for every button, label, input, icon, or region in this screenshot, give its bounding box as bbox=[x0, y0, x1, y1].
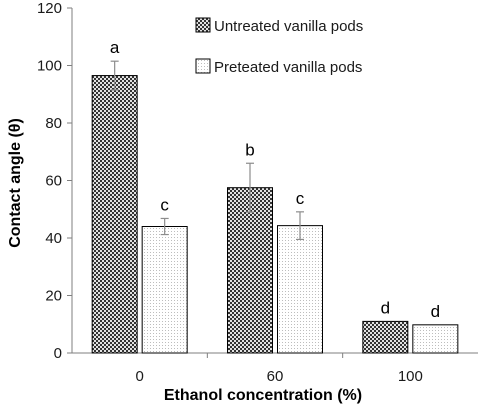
legend-label-pretreated: Preteated vanilla pods bbox=[214, 59, 362, 76]
bar-untreated-0 bbox=[91, 75, 138, 354]
x-axis-title: Ethanol concentration (%) bbox=[164, 387, 362, 404]
y-tick-label: 20 bbox=[45, 288, 62, 305]
bar-pretreated-0 bbox=[141, 226, 188, 354]
significance-label: d bbox=[381, 298, 390, 317]
bar-pretreated-100 bbox=[412, 324, 459, 354]
bar-pretreated-60 bbox=[277, 225, 323, 354]
error-bar bbox=[160, 217, 169, 236]
y-axis-title: Contact angle (θ) bbox=[7, 118, 24, 248]
y-tick-label: 0 bbox=[54, 345, 62, 362]
legend-swatch-pretreated bbox=[195, 58, 211, 74]
bar-untreated-100 bbox=[362, 320, 409, 354]
legend: Untreated vanilla pods Preteated vanilla… bbox=[195, 17, 363, 76]
y-axis-ticks: 0 20 40 60 80 100 120 bbox=[37, 0, 72, 362]
x-axis-ticks: 0 60 100 bbox=[135, 353, 423, 385]
bars: a c b c d d bbox=[91, 38, 459, 354]
legend-swatch-untreated bbox=[195, 17, 211, 33]
x-tick-label: 60 bbox=[267, 368, 284, 385]
significance-label: d bbox=[431, 302, 440, 321]
significance-label: b bbox=[245, 140, 254, 159]
y-tick-label: 120 bbox=[37, 0, 62, 17]
legend-label-untreated: Untreated vanilla pods bbox=[214, 18, 363, 35]
significance-label: a bbox=[110, 38, 120, 57]
y-tick-label: 60 bbox=[45, 173, 62, 190]
significance-label: c bbox=[296, 189, 305, 208]
significance-label: c bbox=[160, 195, 169, 214]
y-tick-label: 100 bbox=[37, 58, 62, 75]
y-tick-label: 40 bbox=[45, 230, 62, 247]
y-tick-label: 80 bbox=[45, 115, 62, 132]
error-bar bbox=[296, 211, 304, 241]
x-tick-label: 0 bbox=[135, 368, 143, 385]
error-bar bbox=[110, 60, 119, 91]
bar-untreated-60 bbox=[227, 187, 273, 354]
error-bar bbox=[246, 162, 254, 213]
x-tick-label: 100 bbox=[398, 368, 423, 385]
